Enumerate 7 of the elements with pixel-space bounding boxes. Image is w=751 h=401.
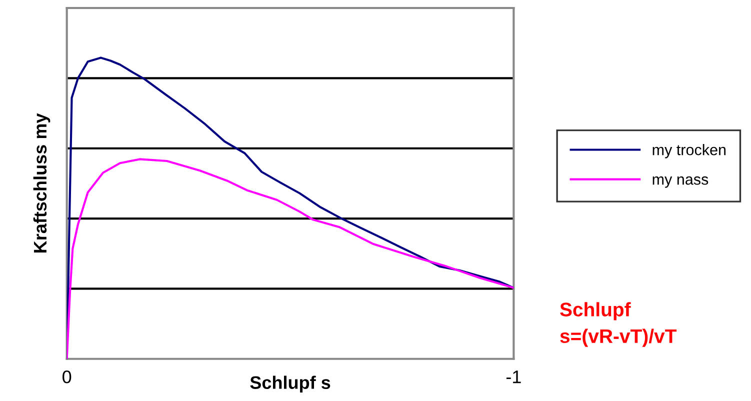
x-axis-title: Schlupf s [250,376,330,393]
x-tick-label: -1 [506,370,521,384]
legend-label: my nass [652,176,708,188]
text: Schlupf s=(vR-vT)/vT [560,302,677,347]
x-tick-label: 0 [62,370,72,384]
y-axis-title: Kraftschluss my [33,113,50,252]
legend-label: my trocken [652,144,726,158]
